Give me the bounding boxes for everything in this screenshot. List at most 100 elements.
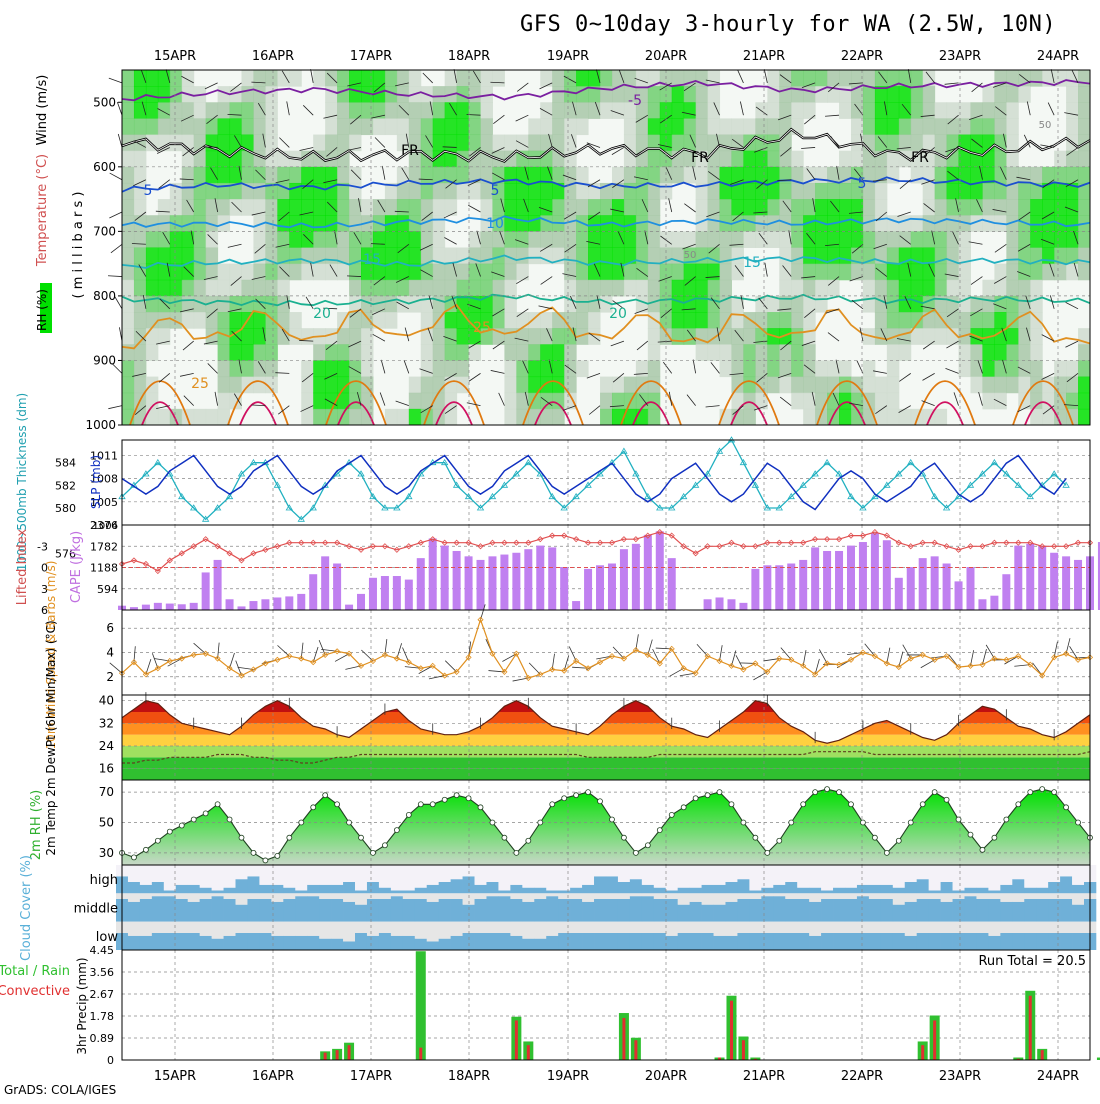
rh-shade-cell — [457, 344, 469, 361]
rh-shade-cell — [457, 264, 469, 281]
rh-shade-cell — [253, 328, 265, 345]
rh-shade-cell — [875, 183, 887, 200]
rh-shade-cell — [504, 360, 516, 377]
cloud-bar — [630, 879, 642, 893]
cloud-bar — [343, 942, 355, 951]
rh-shade-cell — [218, 312, 230, 329]
rh-shade-cell — [935, 328, 947, 345]
rh-shade-cell — [923, 86, 935, 103]
cloud-bar — [247, 933, 259, 950]
rh-shade-cell — [970, 199, 982, 216]
rh-shade-cell — [863, 280, 875, 297]
rh-shade-cell — [230, 360, 242, 377]
cloud-gap — [319, 865, 331, 885]
rh-shade-cell — [265, 360, 277, 377]
rh-shade-cell — [863, 70, 875, 87]
rh-shade-cell — [887, 280, 899, 297]
rh-shade-cell — [361, 102, 373, 119]
rh-shade-cell — [230, 167, 242, 184]
rh-shade-cell — [457, 70, 469, 87]
cloud-gap — [785, 893, 797, 899]
wind-barb-10m — [753, 672, 767, 680]
rh-shade-cell — [970, 118, 982, 135]
rh-tick-label: 30 — [99, 846, 114, 860]
rh-shade-cell — [540, 312, 552, 329]
rh-shade-cell — [540, 344, 552, 361]
rh-shade-cell — [923, 183, 935, 200]
rh-shade-cell — [994, 377, 1006, 394]
rh-shade-cell — [397, 102, 409, 119]
cloud-gap — [1000, 865, 1012, 885]
cloud-gap — [451, 865, 463, 879]
rh-shade-cell — [146, 248, 158, 265]
cloud-bar — [773, 933, 785, 950]
rh-shade-cell — [708, 199, 720, 216]
cloud-bar — [140, 885, 152, 894]
cloud-bar — [475, 933, 487, 950]
thickness-tick-label: 584 — [55, 457, 76, 470]
rh-shade-cell — [218, 296, 230, 313]
rh-shade-cell — [791, 102, 803, 119]
cloud-bar — [845, 888, 857, 894]
rh-shade-cell — [445, 183, 457, 200]
cloud-bar — [905, 902, 917, 922]
rh-shade-cell — [1078, 409, 1090, 426]
cape-bar — [441, 546, 449, 610]
cloud-bar — [128, 936, 140, 950]
cloud-gap — [833, 893, 845, 899]
cloud-bar — [1060, 933, 1072, 950]
precip-convective-bar — [515, 1020, 518, 1060]
cloud-gap — [259, 922, 271, 933]
rh-shade-cell — [648, 86, 660, 103]
rh-shade-cell — [409, 393, 421, 410]
rh-shade-cell — [385, 264, 397, 281]
rh-shade-cell — [409, 280, 421, 297]
rh-shade-cell — [540, 183, 552, 200]
rh-shade-cell — [552, 118, 564, 135]
rh-shade-cell — [791, 377, 803, 394]
cloud-gap — [176, 922, 188, 933]
rh-shade-cell — [313, 167, 325, 184]
rh-shade-cell — [935, 102, 947, 119]
cloud-bar — [1012, 902, 1024, 922]
cloud-gap — [725, 922, 737, 936]
rh-shade-cell — [731, 264, 743, 281]
contour-label: 10 — [486, 216, 504, 232]
rh-shade-cell — [612, 199, 624, 216]
cloud-gap — [486, 893, 498, 896]
rh-shade-cell — [421, 183, 433, 200]
rh-shade-cell — [194, 264, 206, 281]
cloud-bar — [546, 896, 558, 922]
cloud-bar — [486, 933, 498, 950]
rh-shade-cell — [206, 409, 218, 426]
cloud-bar — [152, 896, 164, 922]
cloud-bar — [355, 891, 367, 894]
cloud-bar — [1012, 879, 1024, 893]
rh-shade-cell — [385, 280, 397, 297]
cloud-gap — [606, 893, 618, 899]
rh-shade-cell — [182, 183, 194, 200]
rh-shade-cell — [552, 86, 564, 103]
cloud-gap — [1024, 893, 1036, 899]
rh-shade-cell — [779, 264, 791, 281]
rh-shade-cell — [803, 409, 815, 426]
rh-shade-cell — [911, 264, 923, 281]
rh-shade-cell — [337, 135, 349, 152]
cloud-gap — [236, 865, 248, 879]
rh-shade-cell — [122, 102, 134, 119]
rh-shade-cell — [743, 151, 755, 168]
rh-shade-cell — [528, 231, 540, 248]
rh-shade-cell — [612, 248, 624, 265]
rh-shade-cell — [648, 264, 660, 281]
cloud-gap — [331, 922, 343, 939]
cloud-bar — [271, 902, 283, 922]
temp-tick-label: 16 — [99, 762, 114, 776]
cape-bar — [178, 604, 186, 610]
rh-shade-cell — [911, 86, 923, 103]
cloud-gap — [654, 865, 666, 888]
rh-shade-cell — [982, 118, 994, 135]
rh-shade-cell — [552, 409, 564, 426]
cloud-bar — [917, 879, 929, 893]
cloud-bar — [893, 933, 905, 950]
cloud-gap — [988, 893, 1000, 899]
